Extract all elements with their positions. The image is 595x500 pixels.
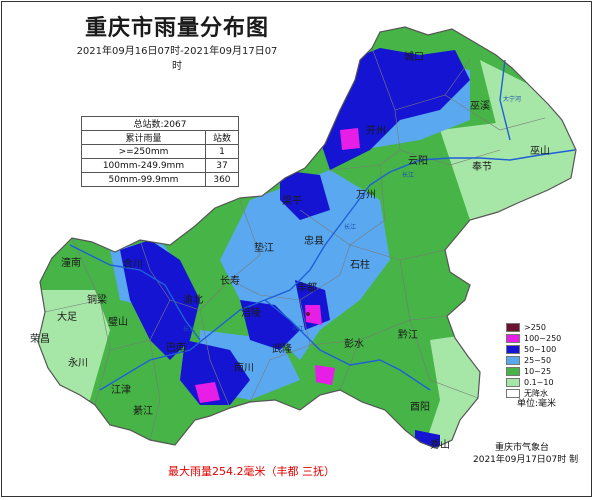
- district-label-nanchuan: 南川: [234, 363, 254, 374]
- district-label-yubei: 渝北: [183, 295, 203, 306]
- table-row: >=250mm 1: [81, 144, 240, 159]
- district-label-zhongxian: 忠县: [304, 236, 324, 247]
- district-label-tongnan: 潼南: [61, 258, 81, 269]
- legend-swatch: [506, 389, 520, 398]
- district-label-hechuan: 合川: [123, 259, 143, 270]
- legend-item: 无降水: [506, 388, 561, 399]
- jialing-river: [69, 244, 201, 341]
- legend-label: 25~50: [524, 356, 552, 365]
- district-label-changshou: 长寿: [220, 276, 240, 287]
- legend-label: 10~25: [524, 367, 552, 376]
- district-label-liangping: 梁平: [282, 196, 302, 207]
- table-row: 100mm-249.9mm 37: [81, 158, 240, 173]
- district-label-fengjie: 奉节: [472, 162, 492, 173]
- legend-item: 100~250: [506, 333, 561, 344]
- district-label-bishan: 璧山: [108, 317, 128, 328]
- yangtze-river: [99, 149, 576, 391]
- river-label-yangtze-1: 长江: [402, 172, 415, 179]
- daning-river: [499, 59, 511, 141]
- made-time: 2021年09月17日07时 制: [473, 455, 579, 465]
- legend-item: 0.1~10: [506, 377, 561, 388]
- district-label-rongchang: 荣昌: [30, 334, 50, 345]
- district-label-yunyang: 云阳: [408, 156, 428, 167]
- zone-50-100-liangping: [280, 170, 330, 220]
- zone-100-250-fengdu: [305, 305, 322, 325]
- legend-label: 0.1~10: [524, 378, 554, 387]
- district-label-xiushan: 秀山: [430, 440, 450, 451]
- district-label-shizhu: 石柱: [350, 260, 370, 271]
- count-cell: 1: [204, 144, 240, 159]
- zone-over-250: [306, 312, 310, 316]
- station-stats-table: 总站数:2067 累计雨量 站数 >=250mm 1 100mm-249.9mm…: [81, 116, 240, 187]
- zone-100-250-nanchuan: [195, 382, 220, 403]
- zone-50-100-fuling: [240, 300, 300, 350]
- legend-swatch: [506, 323, 520, 332]
- header-rain: 累计雨量: [81, 130, 206, 145]
- zone-light-northeast: [480, 60, 576, 180]
- district-label-chengkou: 城口: [404, 52, 424, 63]
- district-label-wushan: 巫山: [530, 146, 550, 157]
- district-label-jiangjin: 江津: [111, 385, 131, 396]
- legend-item: 25~50: [506, 355, 561, 366]
- district-label-banan: 巴南: [166, 343, 186, 354]
- zone-100-250-wulong: [315, 365, 335, 385]
- header-count: 站数: [204, 130, 240, 145]
- time-range: 2021年09月16日07时-2021年09月17日07时: [76, 46, 278, 72]
- district-label-qianjiang: 黔江: [398, 330, 418, 341]
- river-label-yangtze-3: 长江: [183, 326, 196, 333]
- district-label-fuling: 涪陵: [241, 308, 261, 319]
- district-label-kaizhou: 开州: [366, 126, 386, 137]
- legend-swatch: [506, 378, 520, 387]
- district-label-wulong: 武隆: [272, 344, 292, 355]
- legend: >250 100~250 50~100 25~50 10~25 0.1~10 无…: [506, 322, 561, 399]
- district-label-pengshui: 彭水: [344, 339, 364, 350]
- district-label-wanzhou: 万州: [356, 190, 376, 201]
- count-cell: 37: [204, 158, 240, 173]
- max-rainfall-note: 最大雨量254.2毫米（丰都 三抚）: [168, 465, 335, 478]
- wujiang-river: [264, 299, 431, 391]
- district-label-tongliang: 铜梁: [87, 295, 107, 306]
- legend-swatch: [506, 367, 520, 376]
- legend-label: 无降水: [524, 389, 548, 398]
- legend-item: 50~100: [506, 344, 561, 355]
- rivers: [69, 59, 576, 391]
- district-label-fengdu: 丰都: [297, 283, 317, 294]
- count-cell: 360: [204, 172, 240, 187]
- river-label-yangtze-2: 长江: [344, 224, 357, 231]
- district-label-qijiang: 綦江: [133, 406, 153, 417]
- zone-100-250-kaizhou: [340, 128, 360, 150]
- legend-item: >250: [506, 322, 561, 333]
- agency-credit: 重庆市气象台: [495, 443, 550, 453]
- legend-label: 100~250: [524, 334, 562, 343]
- district-label-wuxi: 巫溪: [470, 101, 490, 112]
- range-cell: 50mm-99.9mm: [81, 172, 206, 187]
- table-row: 50mm-99.9mm 360: [81, 172, 240, 187]
- legend-item: 10~25: [506, 366, 561, 377]
- legend-label: >250: [524, 323, 546, 332]
- district-label-youyang: 酉阳: [410, 402, 430, 413]
- district-label-dianjiang: 垫江: [254, 243, 274, 254]
- river-label-wujiang: 乌江: [292, 326, 305, 333]
- total-stations: 总站数:2067: [81, 116, 239, 131]
- district-boundaries: [44, 47, 546, 441]
- unit-label: 单位:毫米: [517, 399, 557, 409]
- range-cell: 100mm-249.9mm: [81, 158, 206, 173]
- district-label-yongchuan: 永川: [68, 358, 88, 369]
- legend-label: 50~100: [524, 345, 557, 354]
- legend-swatch: [506, 334, 520, 343]
- legend-swatch: [506, 356, 520, 365]
- district-label-dazu: 大足: [57, 312, 77, 323]
- page-title: 重庆市雨量分布图: [84, 16, 269, 41]
- river-label-daning: 大宁河: [503, 96, 522, 103]
- legend-swatch: [506, 345, 520, 354]
- range-cell: >=250mm: [81, 144, 206, 159]
